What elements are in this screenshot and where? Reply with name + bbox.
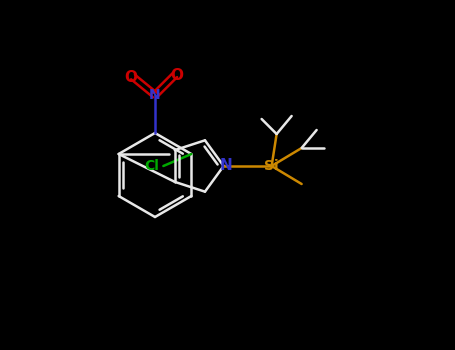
Text: N: N	[219, 159, 232, 174]
Text: O: O	[125, 70, 137, 84]
Text: Cl: Cl	[145, 159, 159, 173]
Text: N: N	[149, 88, 161, 102]
Text: Si: Si	[264, 159, 279, 173]
Text: O: O	[171, 68, 183, 83]
